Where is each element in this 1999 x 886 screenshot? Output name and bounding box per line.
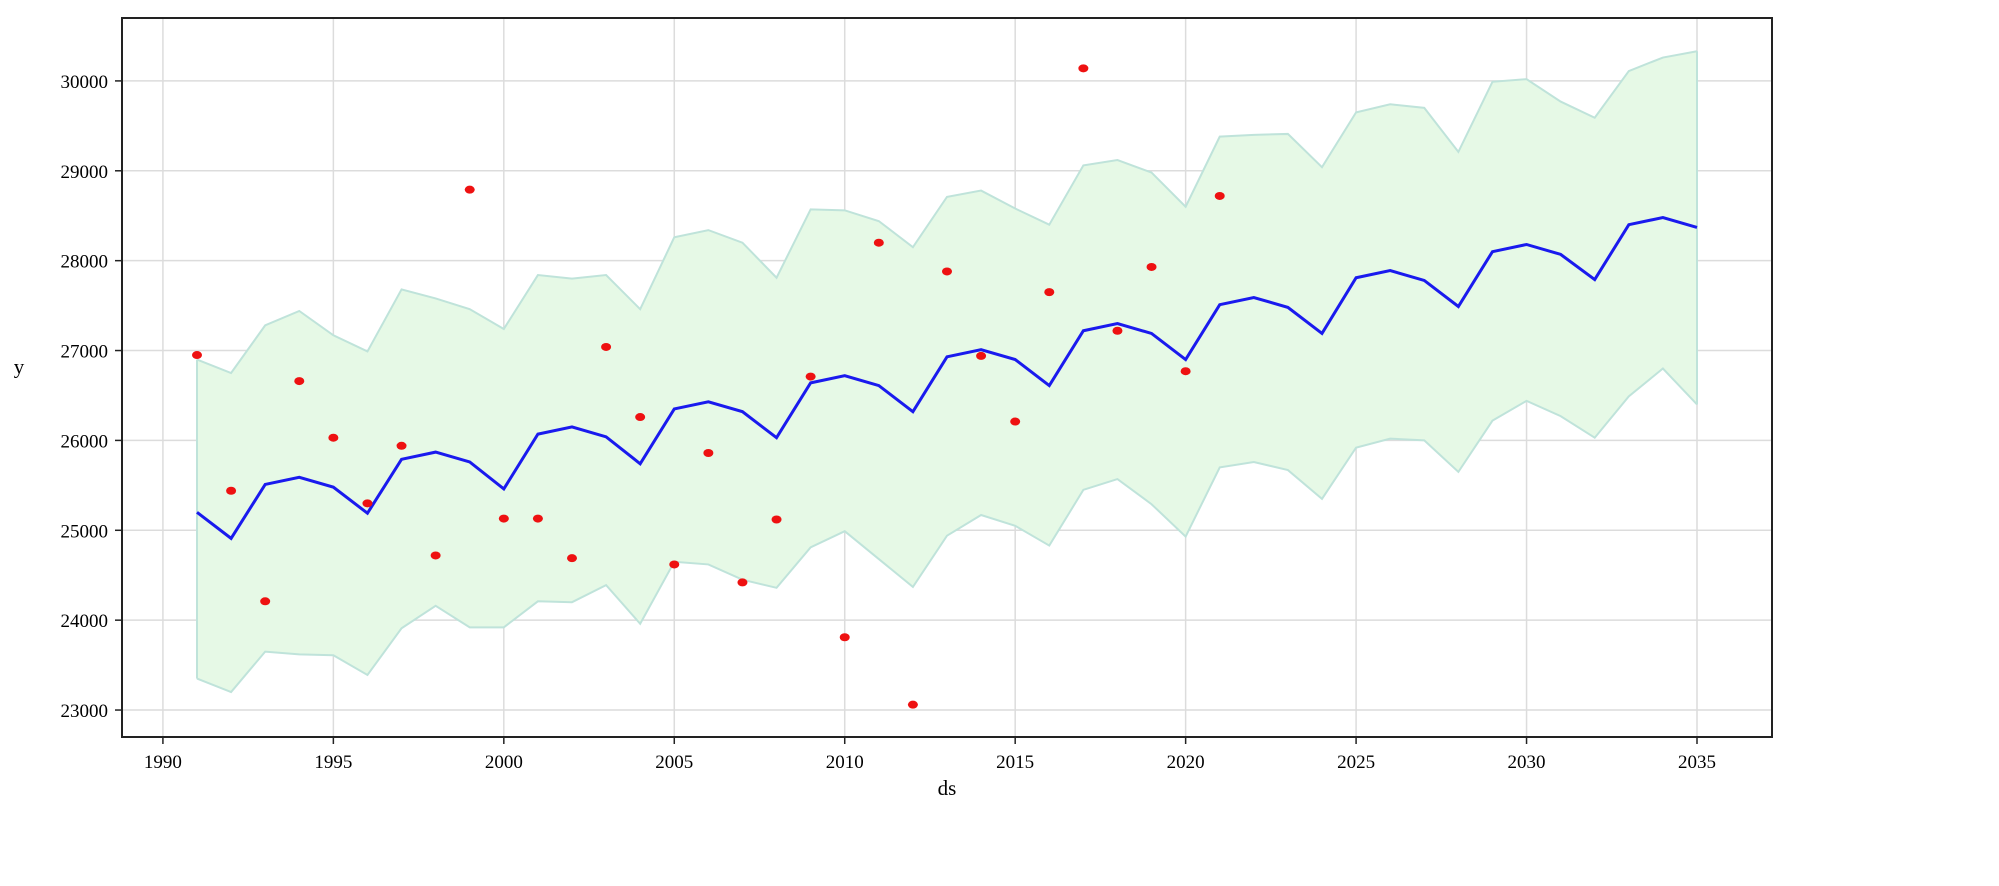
x-tick-label: 2000 [485, 752, 523, 773]
observed-point [1146, 262, 1157, 271]
observed-point [498, 514, 509, 523]
x-tick-label: 2025 [1337, 752, 1375, 773]
plot-frame [121, 17, 1773, 738]
observed-point [1078, 64, 1089, 73]
observed-point [805, 372, 816, 381]
x-tick-label: 2030 [1508, 752, 1546, 773]
band-lower-edge [196, 367, 1698, 694]
observed-point [907, 700, 918, 709]
forecast-series-line [196, 215, 1698, 541]
y-tick-label: 25000 [61, 521, 109, 542]
x-axis-label: ds [938, 776, 957, 800]
observed-point [1180, 367, 1191, 376]
observed-point [1044, 288, 1055, 297]
y-tick-label: 23000 [61, 701, 109, 722]
observed-point [260, 597, 271, 606]
x-tick-label: 1995 [314, 752, 352, 773]
x-axis-ticks: 1990 1995 2000 2005 2010 2015 2020 2025 2030 2035 [144, 737, 1716, 773]
observed-point [976, 351, 987, 360]
observed-point [1214, 191, 1225, 200]
observed-point [1010, 417, 1021, 426]
y-tick-label: 26000 [61, 431, 109, 452]
observed-point [430, 551, 441, 560]
y-tick-label: 24000 [61, 611, 109, 632]
y-tick-label: 28000 [61, 252, 109, 273]
observed-point [771, 515, 782, 524]
y-axis-ticks: 23000 24000 25000 26000 27000 28000 29000 30000 [61, 72, 122, 722]
observed-point [328, 433, 339, 442]
x-tick-label: 2015 [996, 752, 1034, 773]
observed-point [362, 499, 373, 508]
uncertainty-band [196, 50, 1698, 694]
y-axis-label: y [14, 355, 25, 379]
observed-point [464, 185, 475, 194]
y-tick-label: 29000 [61, 162, 109, 183]
forecast-line [196, 215, 1698, 541]
observed-point [567, 554, 577, 563]
x-tick-label: 2005 [655, 752, 693, 773]
x-tick-label: 2020 [1167, 752, 1205, 773]
y-tick-label: 30000 [61, 72, 109, 93]
observed-point [669, 560, 680, 569]
y-tick-label: 27000 [61, 342, 109, 363]
observed-point [873, 238, 884, 247]
observed-point [601, 342, 612, 351]
x-tick-label: 1990 [144, 752, 182, 773]
observed-point [737, 578, 748, 587]
x-tick-label: 2035 [1678, 752, 1716, 773]
observed-point [942, 267, 952, 276]
band-upper-edge [196, 50, 1698, 375]
observed-point [294, 377, 305, 386]
observed-point [635, 413, 646, 422]
observed-points [192, 64, 1225, 709]
observed-point [839, 633, 850, 642]
band-area [197, 51, 1697, 693]
observed-point [1112, 326, 1123, 335]
observed-point [192, 351, 202, 360]
x-tick-label: 2010 [826, 752, 864, 773]
observed-point [532, 514, 543, 523]
observed-point [396, 441, 407, 450]
observed-point [703, 448, 714, 457]
observed-point [226, 486, 237, 495]
